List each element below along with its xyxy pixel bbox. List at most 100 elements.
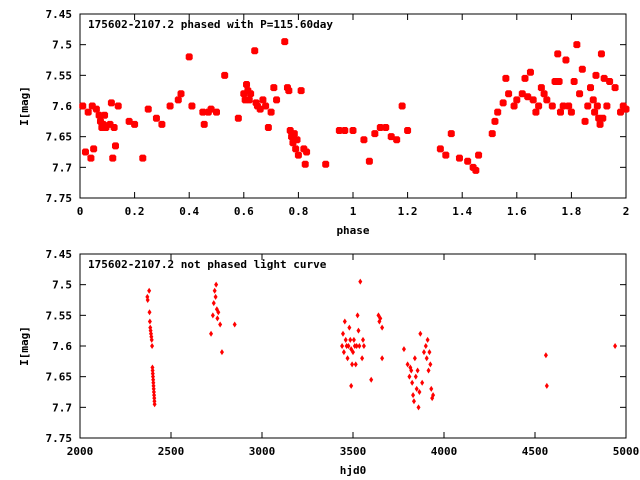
y-tick-label: 7.7 [52,401,72,414]
data-point [90,145,98,153]
data-point [340,330,345,337]
data-point [548,102,556,110]
y-tick-label: 7.6 [52,340,72,353]
data-point [407,373,412,380]
x-tick-label: 0.4 [179,205,199,218]
data-point [166,102,174,110]
data-point [351,336,356,343]
x-tick-label: 3000 [249,445,276,458]
data-point [353,361,358,368]
data-point [185,53,193,61]
x-tick-label: 4500 [522,445,549,458]
y-tick-label: 7.45 [46,248,73,261]
data-point [177,90,185,98]
data-point [361,343,366,349]
data-point [343,336,348,343]
data-point [267,108,275,116]
x-axis-label: hjd0 [340,464,367,477]
data-point [378,315,383,322]
data-point [593,102,601,110]
data-point [369,376,374,383]
data-point [243,81,251,89]
data-point [409,367,414,374]
data-point [273,96,281,104]
data-point [565,102,573,110]
data-point [393,136,401,144]
data-point [188,102,196,110]
x-tick-label: 0.2 [125,205,145,218]
data-point [341,349,346,356]
data-point [147,287,152,294]
data-point [537,84,545,92]
data-point [221,71,229,79]
data-point [554,50,562,58]
data-point [281,38,289,46]
data-point [219,349,224,356]
data-point [436,145,444,153]
data-point [411,392,416,399]
data-point [247,90,255,98]
data-point [200,120,208,128]
data-point [414,385,419,392]
data-point [562,56,570,64]
data-point [234,114,242,122]
data-point [256,105,264,113]
y-tick-label: 7.5 [52,279,72,292]
data-point [341,127,349,135]
data-point [292,145,300,153]
data-series [145,278,618,411]
data-point [109,154,117,162]
data-point [382,123,390,131]
data-point [424,355,429,362]
x-tick-label: 1.4 [452,205,472,218]
data-point [380,324,385,331]
data-point [591,108,599,116]
y-tick-label: 7.45 [46,8,73,21]
data-point [376,123,384,131]
data-point [421,349,426,356]
data-point [423,343,428,349]
data-point [543,96,551,104]
data-point [348,336,353,343]
data-point [472,166,480,174]
data-point [455,154,463,162]
data-point [581,117,589,125]
data-point [259,96,267,104]
data-point [147,309,152,316]
y-tick-label: 7.65 [46,371,73,384]
data-point [345,355,350,362]
data-point [415,367,420,374]
data-point [251,47,259,55]
x-tick-label: 2000 [67,445,94,458]
chart-title: 175602-2107.2 not phased light curve [88,258,327,271]
data-point [347,324,352,331]
data-point [350,361,355,368]
data-point [79,102,87,110]
data-point [499,99,507,107]
data-point [351,349,355,356]
x-tick-label: 2500 [158,445,185,458]
y-tick-label: 7.65 [46,131,73,144]
x-axis-label: phase [336,224,369,237]
data-point [555,77,563,85]
data-point [218,321,223,328]
data-point [611,84,619,92]
data-point [213,293,218,300]
data-point [464,157,472,165]
data-point [526,68,534,76]
y-tick-label: 7.75 [46,432,73,445]
data-point [596,120,604,128]
data-point [211,300,216,307]
data-point [603,102,611,110]
data-point [532,108,540,116]
x-tick-label: 3500 [340,445,367,458]
data-point [617,108,625,116]
data-point [417,389,422,395]
data-point [606,77,614,85]
data-point [599,114,607,122]
data-point [174,96,182,104]
data-point [150,343,155,349]
y-tick-label: 7.55 [46,309,73,322]
data-point [576,90,584,98]
